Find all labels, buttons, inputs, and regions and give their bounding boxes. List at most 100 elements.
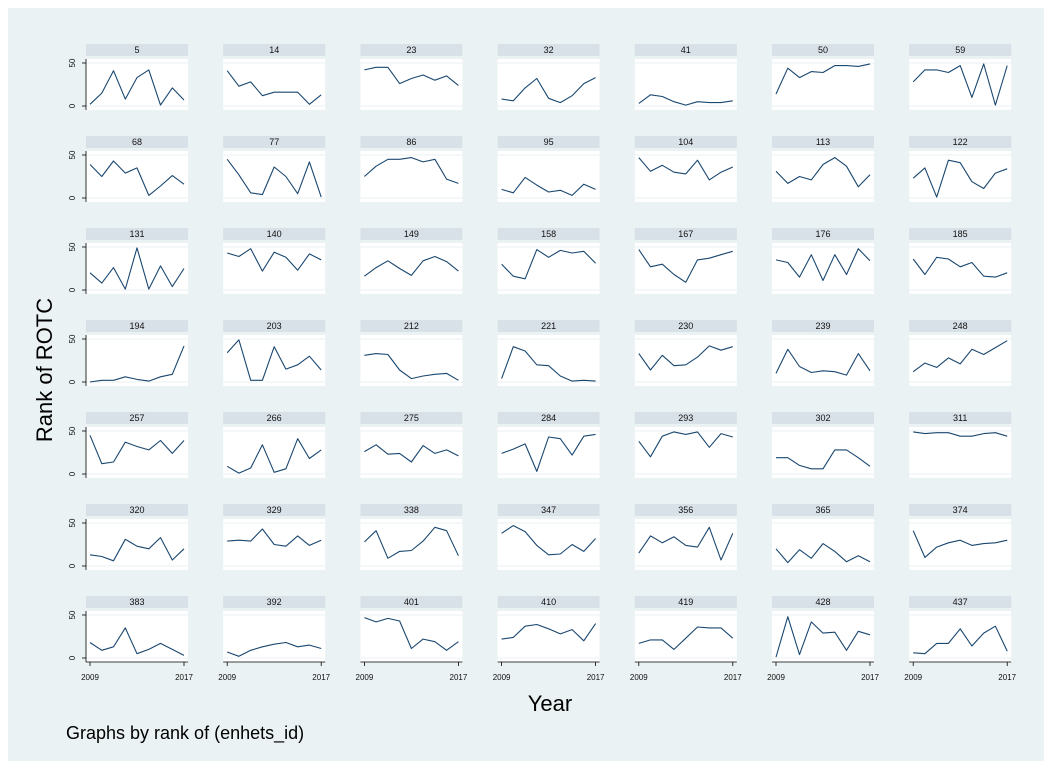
- x-tick-label: 2009: [630, 673, 648, 682]
- panel: 203: [223, 320, 326, 386]
- series-line: [89, 247, 185, 290]
- panel-title: 365: [815, 505, 830, 515]
- panel-title: 302: [815, 413, 830, 423]
- panel-header: [909, 596, 1012, 608]
- panel-header: [223, 228, 326, 240]
- x-tick-label: 2017: [998, 673, 1016, 682]
- panel-plot-area: [497, 59, 600, 110]
- panel: 401 2009 2017: [356, 596, 468, 682]
- panel-plot-area: [497, 243, 600, 294]
- panel: 59: [909, 44, 1012, 110]
- series-line: [912, 530, 1008, 558]
- panel-title: 311: [953, 413, 967, 423]
- panel: 158: [497, 228, 600, 294]
- panel-plot-area: [772, 335, 874, 386]
- series-line: [227, 641, 322, 657]
- panel-title: 14: [269, 45, 279, 55]
- panel-header: [497, 320, 600, 332]
- series-line: [501, 525, 597, 556]
- panel-header: [634, 504, 737, 516]
- panel: 266: [223, 412, 326, 478]
- panel-title: 194: [129, 321, 144, 331]
- panel-plot-area: [634, 59, 737, 110]
- series-line: [227, 248, 322, 272]
- x-tick-label: 2009: [904, 673, 922, 682]
- series-line: [226, 339, 322, 381]
- panel-title: 86: [406, 137, 416, 147]
- series-line: [912, 256, 1008, 278]
- panel-header: [909, 320, 1012, 332]
- panel: 68 0 50: [68, 136, 188, 202]
- panel: 185: [909, 228, 1012, 294]
- panel-plot-area: [360, 243, 463, 294]
- panel: 32: [497, 44, 600, 110]
- panel-header: [86, 44, 188, 56]
- series-line: [501, 623, 597, 642]
- series-line: [912, 159, 1008, 198]
- panel-header: [223, 504, 326, 516]
- panel-plot-area: [86, 243, 188, 294]
- panel-title: 239: [815, 321, 830, 331]
- panel-plot-area: [86, 335, 188, 386]
- y-tick-label: 0: [68, 471, 77, 476]
- panel-title: 23: [406, 45, 416, 55]
- panel-title: 50: [818, 45, 828, 55]
- series-line: [775, 543, 871, 564]
- panel-header: [634, 320, 737, 332]
- panel: 212: [360, 320, 463, 386]
- series-line: [638, 345, 733, 371]
- series-line: [776, 449, 871, 470]
- panel-title: 176: [815, 229, 830, 239]
- panel: 293: [634, 412, 737, 478]
- panel-plot-area: [634, 151, 737, 202]
- panel-plot-area: [497, 335, 600, 386]
- panel-header: [634, 596, 737, 608]
- panel-plot-area: [223, 335, 326, 386]
- panel-plot-area: [909, 243, 1012, 294]
- panel-header: [634, 228, 737, 240]
- series-line: [364, 66, 459, 86]
- panel-header: [772, 504, 874, 516]
- series-line: [638, 626, 734, 650]
- panel-header: [86, 412, 188, 424]
- x-tick-label: 2009: [356, 673, 374, 682]
- panel: 329: [223, 504, 326, 570]
- panel-plot-area: [634, 335, 737, 386]
- panel-plot-area: [360, 611, 463, 662]
- panel-header: [223, 44, 326, 56]
- panel-title: 329: [267, 505, 282, 515]
- panel-plot-area: [360, 427, 463, 478]
- panel-header: [909, 44, 1012, 56]
- series-line: [89, 345, 185, 383]
- panel: 257 0 50: [68, 412, 188, 478]
- series-line: [638, 249, 733, 283]
- panel: 176: [772, 228, 874, 294]
- series-line: [89, 160, 185, 196]
- y-tick-label: 0: [68, 379, 77, 384]
- x-tick-label: 2017: [312, 673, 330, 682]
- panel-title: 167: [678, 229, 693, 239]
- panel-header: [360, 504, 463, 516]
- panel-header: [634, 412, 737, 424]
- panel-title: 347: [541, 505, 556, 515]
- panel: 392 2009 2017: [218, 596, 331, 682]
- panel-header: [909, 504, 1012, 516]
- panel-header: [497, 228, 600, 240]
- panel-header: [772, 412, 874, 424]
- series-line: [501, 249, 596, 280]
- panel: 338: [360, 504, 463, 570]
- series-line: [227, 528, 322, 547]
- panel-title: 5: [134, 45, 139, 55]
- panel: 122: [909, 136, 1012, 202]
- panel: 311: [909, 412, 1012, 478]
- y-tick-label: 50: [68, 58, 77, 67]
- y-tick-label: 50: [68, 518, 77, 527]
- panel-header: [772, 44, 874, 56]
- panel-title: 401: [404, 597, 419, 607]
- panel: 383 0 50 2009 2017: [68, 596, 193, 682]
- panel-plot-area: [497, 519, 600, 570]
- panel-header: [909, 412, 1012, 424]
